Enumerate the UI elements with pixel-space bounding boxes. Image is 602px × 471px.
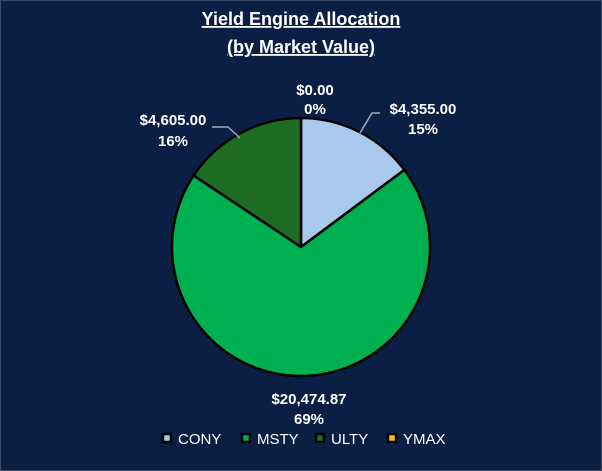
legend-swatch-ymax — [386, 432, 398, 444]
data-label-cony-percent: 15% — [408, 121, 438, 138]
legend-label-ulty: ULTY — [331, 431, 368, 448]
legend-item-cony: CONY — [161, 431, 221, 448]
legend-item-ymax: YMAX — [386, 431, 446, 448]
data-label-msty-value: $20,474.87 — [271, 391, 346, 408]
data-label-ulty-percent: 16% — [158, 133, 188, 150]
legend-label-ymax: YMAX — [403, 431, 446, 448]
pie-slice-msty — [170, 168, 432, 378]
chart-title-line1: Yield Engine Allocation — [202, 9, 401, 29]
legend-swatch-ulty — [314, 432, 326, 444]
legend-label-cony: CONY — [178, 431, 221, 448]
legend-label-msty: MSTY — [257, 431, 299, 448]
legend-item-msty: MSTY — [240, 431, 299, 448]
data-label-ulty-value: $4,605.00 — [140, 112, 207, 129]
pie-slice-cony — [299, 116, 406, 249]
leader-line-cony — [359, 112, 380, 134]
legend-item-ulty: ULTY — [314, 431, 368, 448]
pie-slice-ulty — [192, 116, 303, 249]
data-label-msty-percent: 69% — [294, 411, 324, 428]
legend-swatch-cony — [161, 432, 173, 444]
data-label-ymax-value: $0.00 — [296, 82, 334, 99]
chart-title-line2: (by Market Value) — [227, 37, 375, 57]
legend-swatch-msty — [240, 432, 252, 444]
leader-line-ulty — [212, 126, 241, 139]
data-label-ymax-percent: 0% — [304, 101, 326, 118]
data-label-cony-value: $4,355.00 — [390, 101, 457, 118]
